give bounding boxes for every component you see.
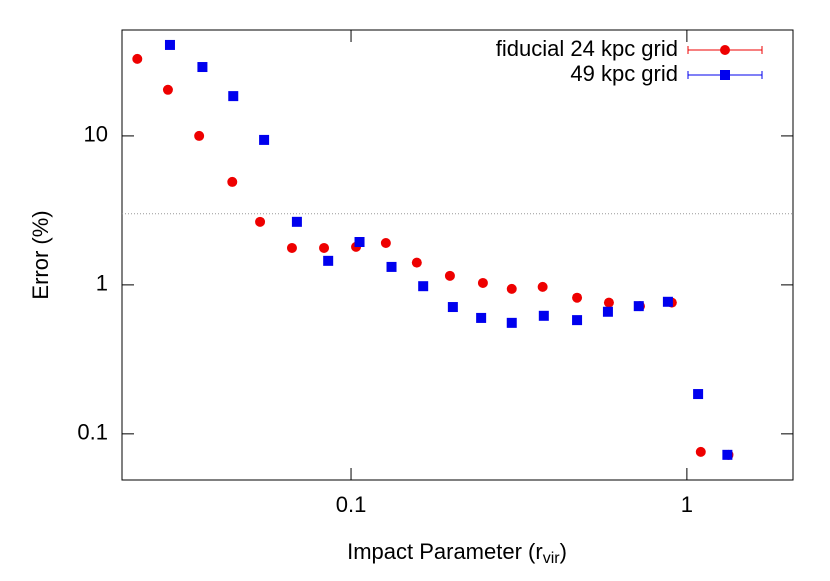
data-point: [418, 281, 429, 292]
data-point: [286, 242, 297, 253]
legend-label: fiducial 24 kpc grid: [496, 36, 678, 61]
data-point: [354, 237, 365, 248]
data-point: [132, 53, 143, 64]
data-point: [693, 389, 704, 400]
data-point: [506, 317, 517, 328]
legend-label: 49 kpc grid: [570, 61, 678, 86]
x-axis-label-end: ): [560, 539, 567, 564]
data-point: [259, 134, 270, 145]
data-point: [476, 312, 487, 323]
x-tick-label: 0.1: [336, 492, 367, 517]
data-point: [572, 292, 583, 303]
legend-marker: [720, 70, 730, 80]
data-point: [194, 130, 205, 141]
x-tick-label: 1: [681, 492, 693, 517]
y-tick-label: 1: [96, 271, 108, 296]
legend-marker: [720, 45, 730, 55]
data-point: [603, 297, 614, 308]
data-point: [228, 91, 239, 102]
data-point: [695, 446, 706, 457]
data-point: [506, 283, 517, 294]
data-point: [722, 449, 733, 460]
data-point: [538, 310, 549, 321]
x-axis-label-sub: vir: [543, 550, 561, 567]
data-point: [164, 39, 175, 50]
data-point: [444, 270, 455, 281]
data-point: [662, 296, 673, 307]
data-point: [477, 277, 488, 288]
y-axis-label: Error (%): [28, 210, 53, 299]
x-axis-label-text: Impact Parameter (r: [347, 539, 543, 564]
plot-frame: [121, 29, 794, 481]
data-point: [411, 257, 422, 268]
data-point: [227, 176, 238, 187]
data-point: [537, 281, 548, 292]
data-point: [602, 306, 613, 317]
data-point: [386, 261, 397, 272]
y-tick-label: 10: [84, 122, 108, 147]
data-point: [447, 302, 458, 313]
y-tick-label: 0.1: [77, 420, 108, 445]
data-point: [291, 216, 302, 227]
data-point: [633, 301, 644, 312]
data-point: [319, 242, 330, 253]
data-point: [323, 255, 334, 266]
data-point: [380, 238, 391, 249]
data-point: [197, 62, 208, 73]
x-axis-label: Impact Parameter (rvir): [347, 539, 567, 567]
data-point: [162, 84, 173, 95]
data-point: [255, 216, 266, 227]
data-point: [572, 315, 583, 326]
